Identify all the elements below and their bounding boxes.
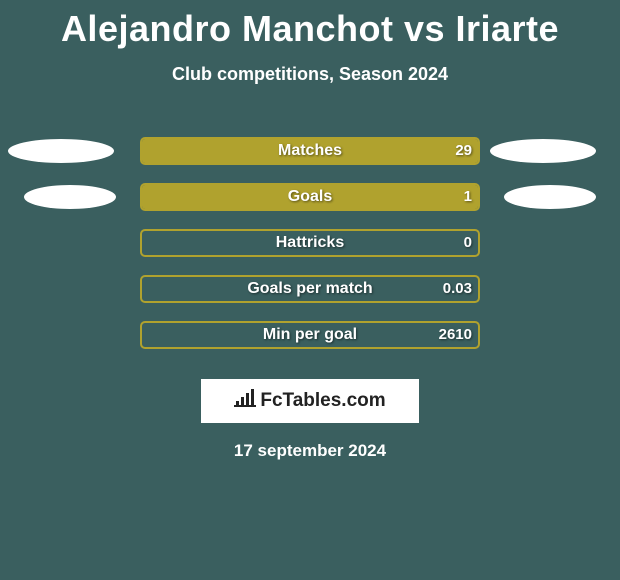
logo-text-label: FcTables.com — [260, 390, 385, 412]
stat-bar-frame — [140, 137, 480, 165]
stat-bar-fill — [142, 185, 478, 209]
stat-bar-frame — [140, 229, 480, 257]
ellipse-right — [490, 139, 596, 163]
ellipse-left — [24, 185, 116, 209]
date-label: 17 september 2024 — [0, 441, 620, 461]
stat-row: Goals per match 0.03 — [0, 265, 620, 311]
page-title: Alejandro Manchot vs Iriarte — [0, 0, 620, 50]
stat-row: Hattricks 0 — [0, 219, 620, 265]
logo: FcTables.com — [234, 389, 385, 413]
stat-bar-frame — [140, 183, 480, 211]
stat-row: Goals 1 — [0, 173, 620, 219]
barchart-icon — [234, 389, 256, 413]
comparison-card: Alejandro Manchot vs Iriarte Club compet… — [0, 0, 620, 580]
ellipse-left — [8, 139, 114, 163]
stat-bar-frame — [140, 275, 480, 303]
logo-box: FcTables.com — [201, 379, 419, 423]
stat-bar-frame — [140, 321, 480, 349]
stat-row: Matches 29 — [0, 127, 620, 173]
stat-bar-fill — [142, 139, 478, 163]
stats-block: Matches 29 Goals 1 Hattricks 0 Goals per — [0, 127, 620, 357]
subtitle: Club competitions, Season 2024 — [0, 64, 620, 85]
stat-row: Min per goal 2610 — [0, 311, 620, 357]
ellipse-right — [504, 185, 596, 209]
